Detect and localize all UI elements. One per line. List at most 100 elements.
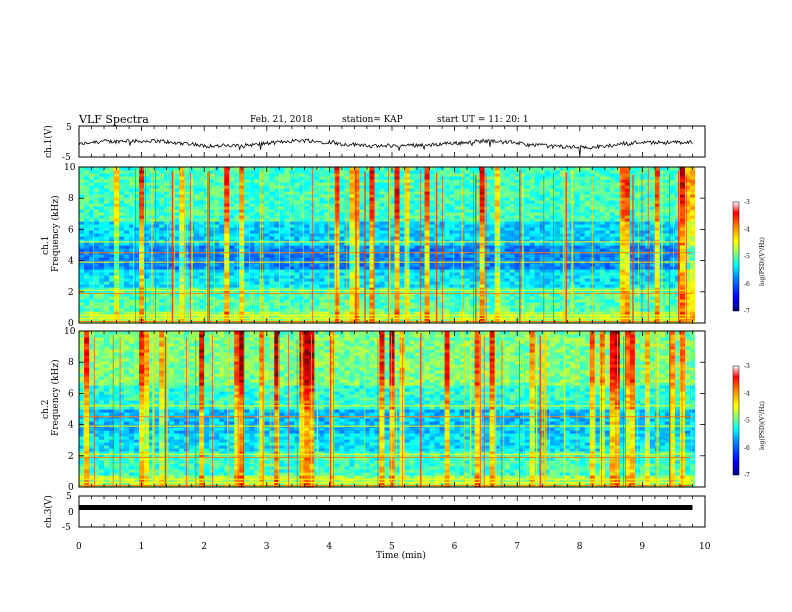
spectrogram-cell (79, 182, 85, 186)
spectrogram-cell (114, 269, 120, 273)
spectrogram-cell (214, 182, 220, 186)
spectrogram-cell (159, 311, 165, 315)
spectrogram-cell (84, 284, 90, 288)
spectrogram-cell (134, 188, 140, 192)
spectrogram-cell (309, 245, 315, 249)
spectrogram-cell (299, 284, 305, 288)
spectrogram-cell (199, 296, 205, 300)
spectrogram-cell (244, 272, 250, 276)
spectrogram-cell (139, 254, 145, 258)
spectrogram-cell (99, 272, 105, 276)
spectrogram-cell (304, 170, 310, 174)
spectrogram-cell (219, 284, 225, 288)
spectrogram-cell (199, 209, 205, 213)
spectrogram-cell (224, 236, 230, 240)
spectrogram-cell (99, 275, 105, 279)
spectrogram-cell (124, 233, 130, 237)
spectrogram-cell (289, 311, 295, 315)
spectrogram-cell (119, 206, 125, 210)
spectrogram-cell (209, 191, 215, 195)
spectrogram-cell (129, 209, 135, 213)
spectrogram-cell (89, 188, 95, 192)
spectrogram-cell (79, 305, 85, 309)
spectrogram-cell (294, 203, 300, 207)
spectrogram-cell (89, 212, 95, 216)
spectrogram-cell (314, 224, 320, 228)
spectrogram-cell (164, 170, 170, 174)
spectrogram-cell (249, 212, 255, 216)
spectrogram-cell (84, 224, 90, 228)
spectrogram-cell (309, 314, 315, 318)
spectrogram-cell (109, 305, 115, 309)
spectrogram-cell (494, 167, 501, 171)
spectrogram-cell (229, 194, 235, 198)
spectrogram-cell (304, 311, 310, 315)
spectrogram-cell (84, 227, 90, 231)
spectrogram-cell (294, 221, 300, 225)
spectrogram-cell (299, 188, 305, 192)
spectrogram-cell (244, 302, 250, 306)
spectrogram-cell (314, 287, 320, 291)
spectrogram-cell (154, 305, 160, 309)
spectrogram-cell (284, 194, 290, 198)
spectrogram-cell (269, 242, 275, 246)
spectrogram-cell (109, 248, 115, 252)
spectrogram-cell (109, 206, 115, 210)
spectrogram-cell (244, 299, 250, 303)
spectrogram-cell (164, 257, 170, 261)
spectrogram-cell (209, 185, 215, 189)
spectrogram-cell (179, 272, 185, 276)
spectrogram-cell (89, 275, 95, 279)
spectrogram-cell (179, 212, 185, 216)
spectrogram-cell (109, 257, 115, 261)
spectrogram-cell (79, 224, 85, 228)
spectrogram-cell (314, 194, 320, 198)
spectrogram-cell (309, 284, 315, 288)
spectrogram-cell (99, 311, 105, 315)
spectrogram-cell (109, 236, 115, 240)
spectrogram-cell (89, 284, 95, 288)
spectrogram-cell (174, 221, 180, 225)
spectrogram-cell (179, 248, 185, 252)
spectrogram-cell (279, 194, 285, 198)
spectrogram-cell (109, 239, 115, 243)
spectrogram-cell (219, 272, 225, 276)
spectrogram-cell (119, 311, 125, 315)
spectrogram-cell (164, 296, 170, 300)
spectrogram-cell (294, 284, 300, 288)
spectrogram-cell (259, 308, 265, 312)
spectrogram-cell (199, 221, 205, 225)
spectrogram-cell (269, 227, 275, 231)
spectrogram-cell (154, 248, 160, 252)
spectrogram-cell (299, 254, 305, 258)
spectrogram-cell (249, 314, 255, 318)
spectrogram-cell (144, 227, 150, 231)
spectrogram-cell (164, 236, 170, 240)
spectrogram-cell (104, 281, 110, 285)
spectrogram-cell (214, 203, 220, 207)
spectrogram-cell (99, 185, 105, 189)
spectrogram-cell (209, 203, 215, 207)
spectrogram-cell (254, 266, 260, 270)
spectrogram-cell (234, 221, 240, 225)
spectrogram-cell (279, 176, 285, 180)
spectrogram-cell (79, 206, 85, 210)
spectrogram-cell (94, 293, 100, 297)
spectrogram-cell (314, 245, 320, 249)
spectrogram-cell (199, 197, 205, 201)
spectrogram-cell (84, 167, 90, 171)
spectrogram-cell (79, 314, 85, 318)
spectrogram-cell (219, 296, 225, 300)
spectrogram-cell (264, 248, 270, 252)
spectrogram-cell (129, 293, 135, 297)
spectrogram-cell (214, 209, 220, 213)
spectrogram-cell (309, 308, 315, 312)
spectrogram-cell (234, 227, 240, 231)
spectrogram-cell (84, 197, 90, 201)
spectrogram-cell (214, 179, 220, 183)
spectrogram-cell (279, 293, 285, 297)
spectrogram-cell (274, 245, 280, 249)
spectrogram-cell (79, 263, 85, 267)
spectrogram-cell (259, 284, 265, 288)
spectrogram-cell (329, 167, 336, 171)
